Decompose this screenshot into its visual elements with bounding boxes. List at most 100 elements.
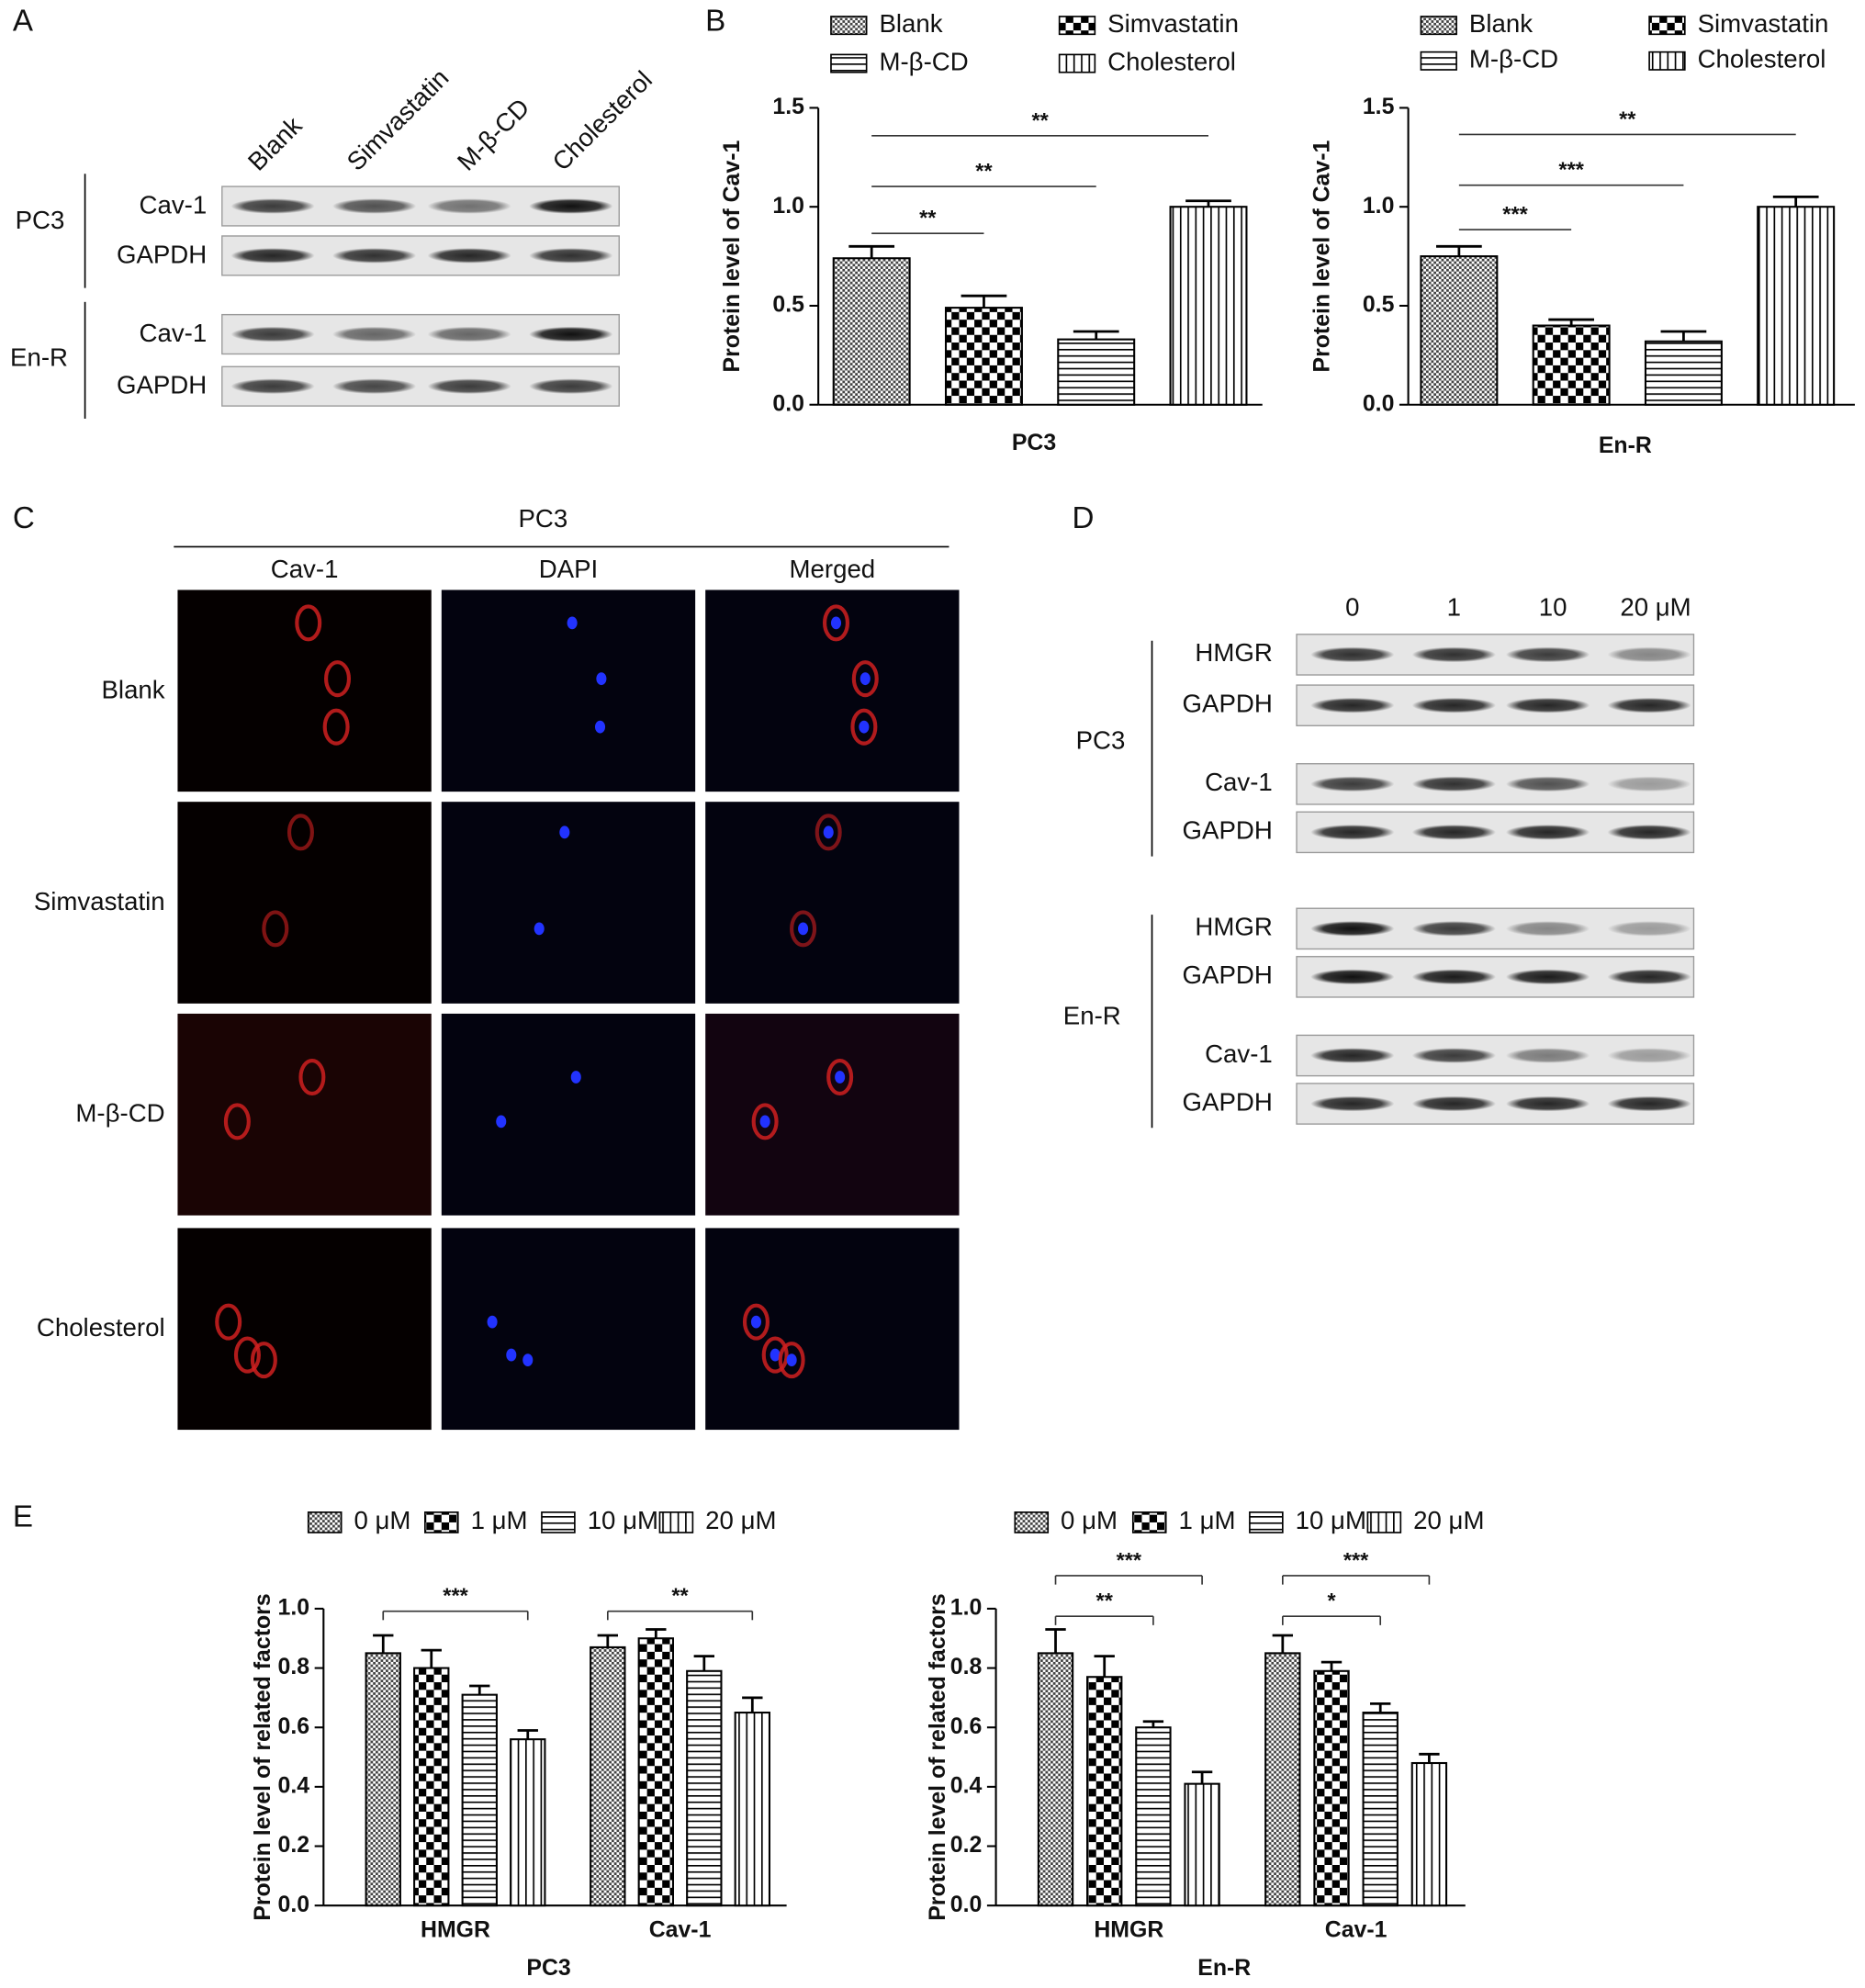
blot-band <box>427 326 511 343</box>
lane-label: 0 <box>1345 592 1359 621</box>
cell-cav1 <box>822 604 850 642</box>
y-tick-label: 0.2 <box>278 1832 310 1858</box>
blot-band <box>529 248 613 264</box>
y-tick-label: 1.0 <box>278 1594 310 1620</box>
blot-band <box>1505 776 1590 792</box>
blot-band <box>1310 969 1395 985</box>
legend-swatch <box>1058 53 1096 73</box>
blot-band <box>1607 697 1691 713</box>
bar <box>1532 324 1611 406</box>
cell-cav1 <box>262 910 289 948</box>
blot-band <box>1310 1048 1395 1063</box>
blot-band <box>1310 921 1395 937</box>
blot-band <box>1411 1095 1496 1112</box>
row-label: Cav-1 <box>140 319 208 347</box>
y-tick-label: 0.8 <box>950 1654 983 1679</box>
y-tick-label: 0.5 <box>772 292 804 318</box>
legend-label: M-β-CD <box>1469 45 1558 73</box>
bar <box>413 1667 450 1907</box>
blot-band <box>230 198 315 214</box>
legend-label: 1 μM <box>1179 1506 1236 1534</box>
micrograph <box>441 1013 696 1216</box>
significance-label: *** <box>443 1584 468 1608</box>
row-label: GAPDH <box>1183 689 1273 717</box>
legend-swatch <box>1648 51 1686 71</box>
y-axis-label: Protein level of related factors <box>250 1593 275 1920</box>
cell-nucleus <box>594 720 606 734</box>
cell-nucleus <box>559 826 570 839</box>
cell-nucleus <box>859 672 871 686</box>
cell-cav1 <box>851 660 879 698</box>
row-label: Simvastatin <box>34 887 165 915</box>
y-tick-label: 1.0 <box>1363 193 1395 219</box>
cell-nucleus <box>570 1071 581 1084</box>
lane-label: Blank <box>242 111 308 176</box>
y-tick-label: 0.0 <box>1363 390 1395 416</box>
blot-band <box>1411 646 1496 663</box>
y-axis-label: Protein level of Cav-1 <box>1309 140 1335 373</box>
legend-label: 0 μM <box>354 1506 410 1534</box>
lane-label: 10 <box>1539 592 1567 621</box>
blot-band <box>331 248 417 264</box>
cell-cav1 <box>761 1336 789 1374</box>
bar <box>1184 1782 1220 1907</box>
y-tick-label: 0.0 <box>950 1892 983 1917</box>
row-label: Cav-1 <box>1205 1039 1273 1068</box>
y-axis-label: Protein level of related factors <box>925 1593 950 1920</box>
cell-cav1 <box>742 1303 770 1341</box>
micrograph <box>177 1228 432 1431</box>
lane-label: Cholesterol <box>546 65 657 176</box>
legend-label: Blank <box>879 9 942 38</box>
y-tick-label: 0.5 <box>1363 292 1395 318</box>
blot-band <box>1411 1048 1496 1063</box>
legend-swatch <box>1058 16 1096 36</box>
blot-band <box>529 198 613 214</box>
panel-label: C <box>13 501 35 535</box>
blot-band <box>1505 921 1590 937</box>
cell-nucleus <box>522 1353 534 1367</box>
panel-label: D <box>1072 501 1094 535</box>
cell-cav1 <box>322 708 350 746</box>
significance-label: ** <box>1096 1589 1114 1612</box>
row-label: Cav-1 <box>1205 768 1273 796</box>
blot-band <box>529 378 613 394</box>
significance-label: ** <box>919 206 937 230</box>
blot-band <box>1607 1048 1691 1063</box>
legend-swatch <box>830 53 868 73</box>
blot-band <box>1411 825 1496 840</box>
lane-label: 1 <box>1447 592 1461 621</box>
y-tick-label: 1.0 <box>772 193 804 219</box>
cell-nucleus <box>759 1115 770 1129</box>
group-label: En-R <box>10 343 68 371</box>
micrograph <box>705 1228 960 1431</box>
bar <box>510 1738 546 1907</box>
blot-band <box>230 326 315 343</box>
cell-cav1 <box>298 1058 326 1096</box>
cell-nucleus <box>567 616 578 630</box>
row-label: GAPDH <box>1183 1087 1273 1116</box>
cell-nucleus <box>506 1348 517 1362</box>
legend-label: M-β-CD <box>879 47 968 75</box>
significance-label: ** <box>1619 107 1636 130</box>
cell-nucleus <box>770 1348 781 1362</box>
group-label: PC3 <box>1076 726 1126 755</box>
y-tick-label: 0.2 <box>950 1832 983 1858</box>
bar <box>1057 338 1136 406</box>
significance-label: *** <box>1117 1548 1142 1572</box>
blot-band <box>1505 969 1590 985</box>
column-label: Merged <box>790 555 876 583</box>
blot-band <box>1607 969 1691 985</box>
legend-swatch <box>1366 1511 1402 1533</box>
y-tick-label: 0.4 <box>950 1772 983 1798</box>
legend-label: 10 μM <box>1296 1506 1366 1534</box>
blot-band <box>1505 1048 1590 1063</box>
legend-swatch <box>1648 16 1686 36</box>
y-axis-label: Protein level of Cav-1 <box>719 140 745 373</box>
x-tick-label: HMGR <box>1094 1916 1163 1942</box>
y-tick-label: 0.6 <box>278 1713 310 1739</box>
column-label: Cav-1 <box>271 555 339 583</box>
legend-swatch <box>307 1511 343 1533</box>
cell-nucleus <box>786 1353 797 1367</box>
